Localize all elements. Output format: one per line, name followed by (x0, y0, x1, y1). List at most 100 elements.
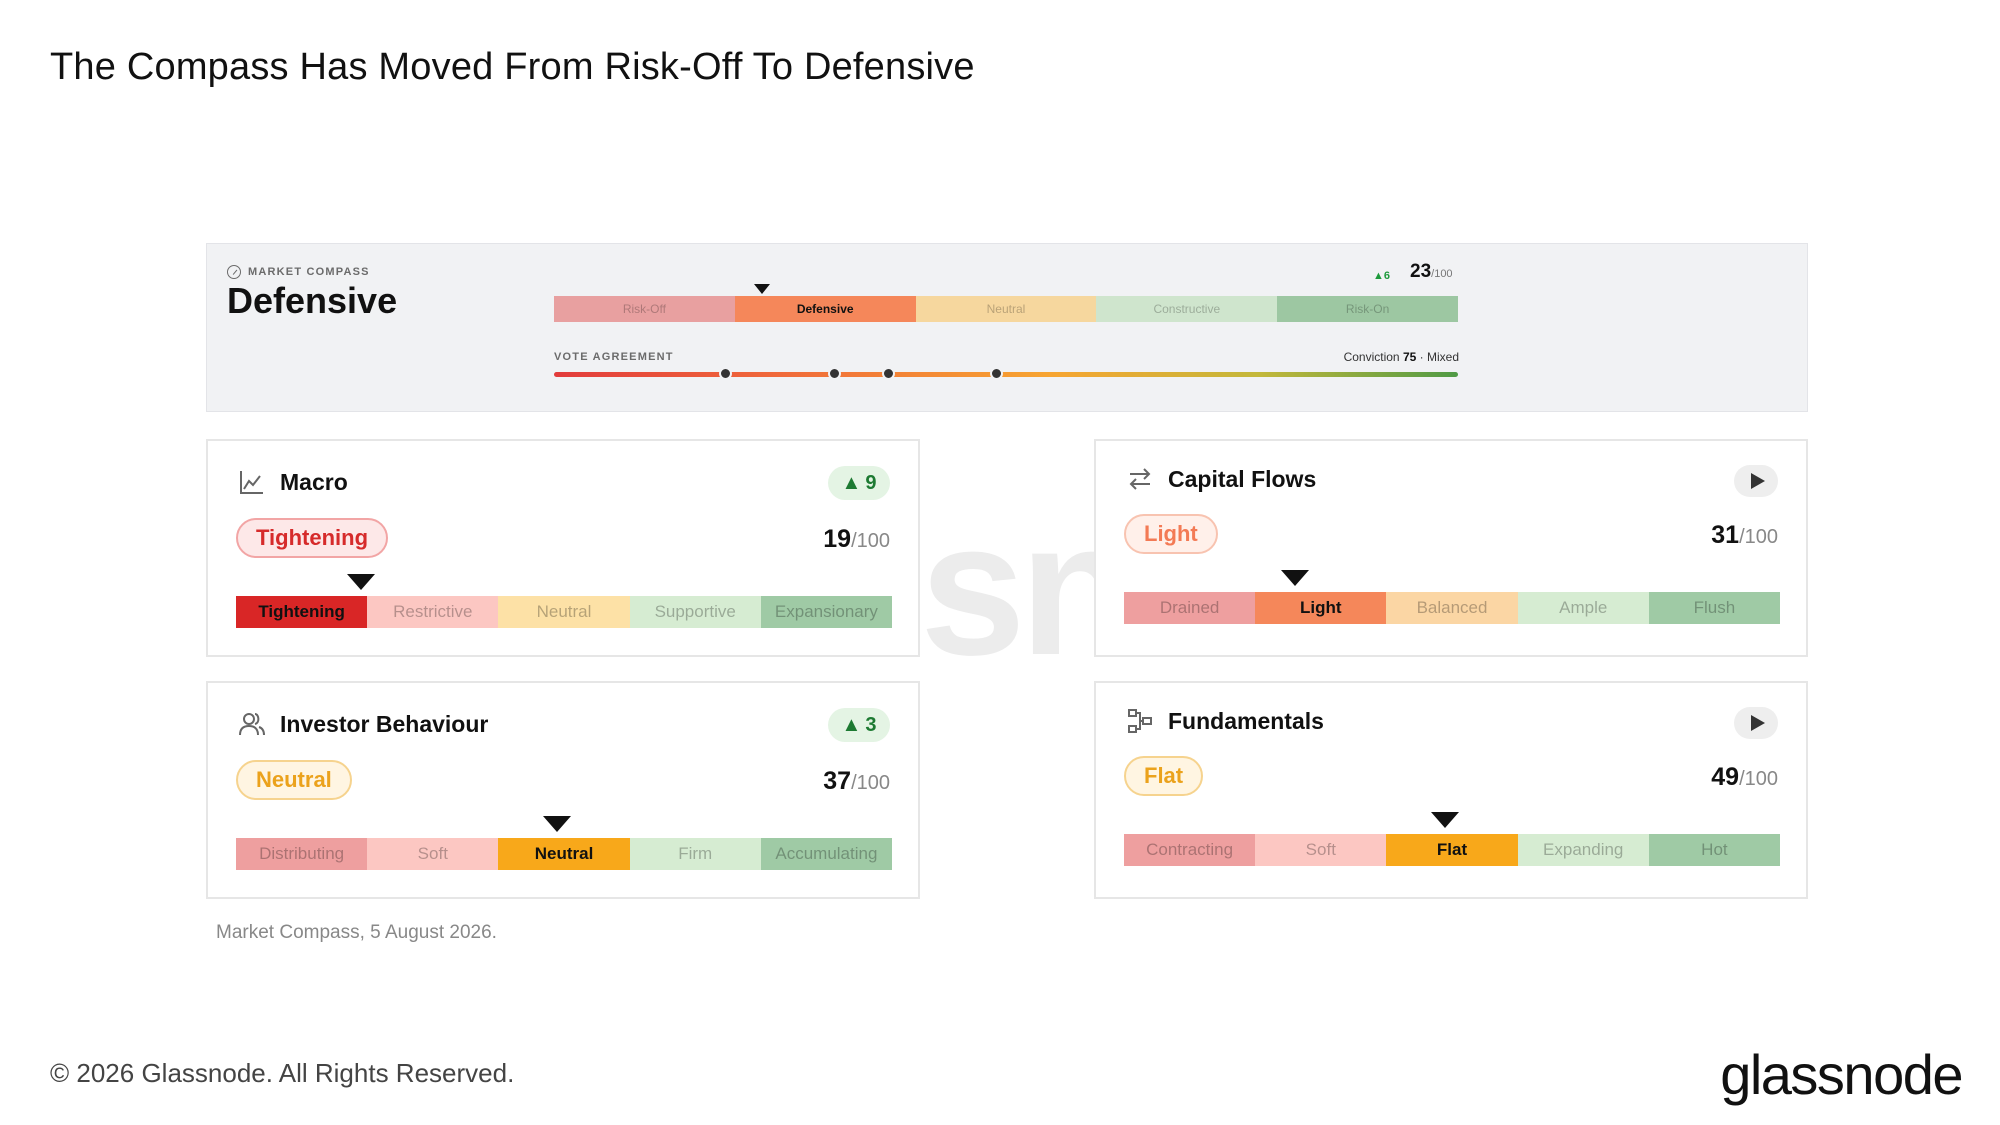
market-compass-label-text: MARKET COMPASS (248, 266, 370, 278)
vote-agreement-track (554, 372, 1458, 377)
macro-change-badge: ▲ 9 (828, 466, 890, 500)
card-fundamentals-title: Fundamentals (1126, 707, 1324, 735)
arrows-swap-icon (1126, 465, 1154, 493)
fundamentals-score-value: 49 (1711, 763, 1740, 791)
fundamentals-segment-contracting: Contracting (1124, 834, 1256, 866)
investor-behaviour-segment-soft: Soft (367, 838, 499, 870)
vote-dot (881, 367, 895, 380)
fundamentals-segment-expanding: Expanding (1517, 834, 1649, 866)
up-triangle-icon: ▲ (841, 471, 862, 494)
card-macro: Macro ▲ 9 Tightening 19/100 Tightening Res… (206, 439, 920, 657)
compass-score: 23/100 (1410, 261, 1453, 283)
compass-regime: Defensive (227, 280, 398, 321)
network-icon (1126, 707, 1154, 735)
card-investor-behaviour-title: Investor Behaviour (238, 710, 488, 738)
card-investor-behaviour: Investor Behaviour ▲ 3 Neutral 37/100 Dis… (206, 681, 920, 899)
line-chart-icon (238, 468, 266, 496)
conviction-value: 75 (1402, 350, 1417, 364)
investor-behaviour-regime-badge: Neutral (236, 760, 352, 800)
card-macro-title-text: Macro (280, 468, 348, 495)
vote-dot (719, 367, 733, 380)
compass-score-value: 23 (1410, 261, 1432, 282)
conviction-suffix: · Mixed (1416, 350, 1459, 364)
macro-score-max: /100 (851, 530, 890, 552)
investor-behaviour-change-value: 3 (865, 713, 877, 736)
macro-regime-badge: Tightening (236, 518, 389, 558)
conviction-readout: Conviction 75 · Mixed (1344, 350, 1459, 364)
fundamentals-segment-flat: Flat (1386, 834, 1518, 866)
vote-dot (827, 367, 841, 380)
market-compass-label: MARKET COMPASS (227, 265, 370, 279)
investor-behaviour-change-badge: ▲ 3 (828, 708, 890, 742)
compass-icon (227, 265, 241, 279)
card-capital-flows: Capital Flows Light 31/100 Drained Light B… (1094, 439, 1808, 657)
compass-scale-bar: Risk-Off Defensive Neutral Constructive Risk… (554, 296, 1458, 322)
macro-change-value: 9 (865, 471, 877, 494)
compass-pointer (753, 284, 770, 294)
card-macro-title: Macro (238, 468, 348, 496)
brand-logo: glassnode (1720, 1043, 1963, 1106)
compass-change: ▲6 (1373, 270, 1391, 282)
fundamentals-segment-soft: Soft (1255, 834, 1387, 866)
investor-behaviour-scale-bar: Distributing Soft Neutral Firm Accumulating (236, 838, 893, 870)
macro-score: 19/100 (823, 525, 890, 554)
capital-flows-score: 31/100 (1711, 521, 1778, 550)
vote-agreement-label: VOTE AGREEMENT (554, 351, 674, 363)
card-fundamentals-title-text: Fundamentals (1168, 707, 1324, 734)
investor-behaviour-segment-accumulating: Accumulating (760, 838, 893, 870)
fundamentals-play-button[interactable] (1734, 707, 1778, 739)
capital-flows-segment-drained: Drained (1124, 592, 1256, 624)
capital-flows-segment-flush: Flush (1648, 592, 1781, 624)
macro-segment-neutral: Neutral (498, 596, 630, 628)
page-title: The Compass Has Moved From Risk-Off To D… (50, 46, 975, 88)
up-triangle-icon: ▲ (841, 713, 862, 736)
macro-pointer (346, 574, 375, 590)
macro-segment-restrictive: Restrictive (367, 596, 499, 628)
card-fundamentals: Fundamentals Flat 49/100 Contracting Soft… (1094, 681, 1808, 899)
investor-behaviour-segment-neutral: Neutral (498, 838, 630, 870)
compass-score-max: /100 (1431, 268, 1453, 280)
fundamentals-scale-bar: Contracting Soft Flat Expanding Hot (1124, 834, 1781, 866)
capital-flows-score-value: 31 (1711, 521, 1740, 549)
macro-segment-expansionary: Expansionary (760, 596, 893, 628)
compass-segment-constructive: Constructive (1096, 296, 1278, 322)
compass-segment-neutral: Neutral (915, 296, 1097, 322)
investor-behaviour-segment-distributing: Distributing (236, 838, 368, 870)
investor-behaviour-pointer (543, 816, 572, 832)
play-icon (1750, 715, 1765, 731)
play-icon (1750, 473, 1765, 489)
capital-flows-scale-bar: Drained Light Balanced Ample Flush (1124, 592, 1781, 624)
card-investor-behaviour-title-text: Investor Behaviour (280, 710, 489, 737)
market-compass-panel: MARKET COMPASS Defensive Risk-Off Defensi… (206, 243, 1808, 412)
investor-behaviour-score: 37/100 (823, 767, 890, 796)
fundamentals-pointer (1431, 812, 1460, 828)
capital-flows-pointer (1280, 570, 1309, 586)
capital-flows-segment-ample: Ample (1517, 592, 1649, 624)
investor-behaviour-score-value: 37 (823, 767, 852, 795)
card-capital-flows-title-text: Capital Flows (1168, 465, 1317, 492)
compass-segment-risk-off: Risk-Off (554, 296, 735, 322)
users-icon (238, 710, 266, 738)
capital-flows-play-button[interactable] (1734, 465, 1778, 497)
capital-flows-regime-badge: Light (1124, 514, 1218, 554)
capital-flows-score-max: /100 (1739, 526, 1778, 548)
conviction-prefix: Conviction (1343, 350, 1403, 364)
fundamentals-segment-hot: Hot (1648, 834, 1781, 866)
investor-behaviour-score-max: /100 (851, 772, 890, 794)
compass-segment-defensive: Defensive (734, 296, 916, 322)
capital-flows-segment-light: Light (1255, 592, 1387, 624)
macro-score-value: 19 (823, 525, 852, 553)
fundamentals-score: 49/100 (1711, 763, 1778, 792)
vote-dot (990, 367, 1004, 380)
caption: Market Compass, 5 August 2026. (216, 922, 497, 943)
compass-segment-risk-on: Risk-On (1277, 296, 1458, 322)
macro-scale-bar: Tightening Restrictive Neutral Supportive Ex… (236, 596, 893, 628)
fundamentals-regime-badge: Flat (1124, 756, 1204, 796)
copyright-footer: © 2026 Glassnode. All Rights Reserved. (50, 1058, 515, 1088)
capital-flows-segment-balanced: Balanced (1386, 592, 1518, 624)
fundamentals-score-max: /100 (1739, 768, 1778, 790)
macro-segment-tightening: Tightening (236, 596, 368, 628)
macro-segment-supportive: Supportive (629, 596, 761, 628)
card-capital-flows-title: Capital Flows (1126, 465, 1316, 493)
investor-behaviour-segment-firm: Firm (629, 838, 761, 870)
